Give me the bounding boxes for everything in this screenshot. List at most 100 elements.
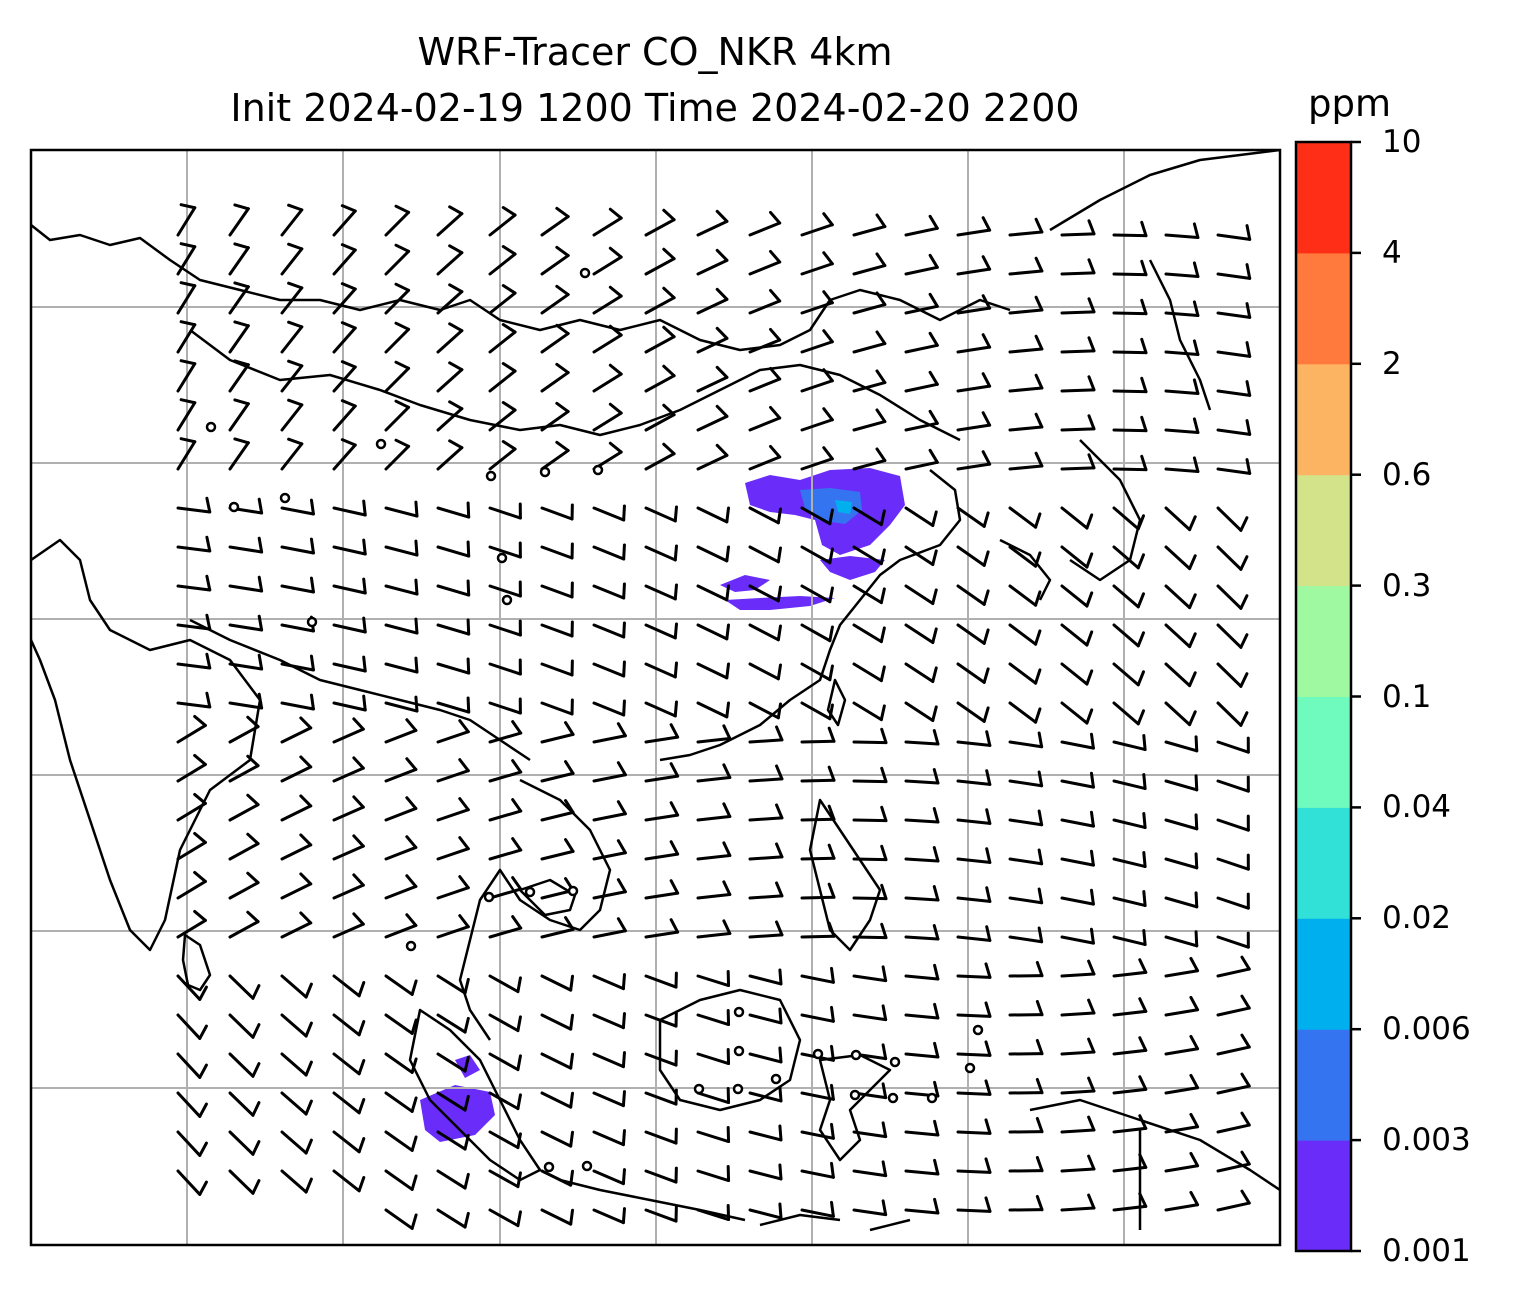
wind-barb-feather	[257, 536, 264, 554]
wind-barb-shaft	[1164, 506, 1192, 532]
wind-barb-shaft	[1216, 662, 1243, 688]
wind-barb-shaft	[956, 423, 992, 432]
wind-barb-shaft	[436, 290, 464, 315]
wind-barb-shaft	[488, 584, 522, 598]
wind-barb-shaft	[644, 374, 676, 393]
wind-barb-feather	[1138, 1075, 1148, 1091]
wind-barb-feather	[1035, 1194, 1044, 1212]
wind-barb-feather	[233, 320, 250, 328]
wind-barb-shaft	[852, 662, 883, 683]
wind-barb-feather	[662, 325, 676, 339]
wind-barb-feather	[463, 1211, 470, 1229]
wind-barb-shaft	[488, 809, 523, 822]
wind-barb-shaft	[1164, 1047, 1200, 1056]
wind-barb-feather	[1090, 849, 1095, 867]
wind-barb-feather	[1239, 711, 1249, 727]
wind-barb-shaft	[280, 804, 313, 822]
wind-barb-shaft	[644, 701, 677, 718]
wind-barb-shaft	[176, 401, 197, 432]
wind-barb-shaft	[748, 299, 782, 315]
wind-barb-shaft	[1112, 1048, 1148, 1056]
wind-barb-shaft	[488, 291, 517, 315]
wind-barb-shaft	[1216, 1201, 1251, 1212]
wind-barb-feather	[1085, 552, 1094, 569]
wind-barb-shaft	[956, 384, 992, 393]
wind-barb-feather	[1090, 888, 1095, 906]
wind-barb-feather	[511, 759, 523, 774]
wind-barb-feather	[1240, 1033, 1251, 1049]
wind-barb-feather	[769, 288, 782, 303]
wind-barb-feather	[340, 438, 357, 447]
wind-barb-feather	[1034, 295, 1044, 312]
wind-barb-feather	[880, 922, 888, 940]
wind-barb-feather	[569, 1208, 575, 1226]
wind-barb-shaft	[800, 506, 832, 526]
wind-barb-shaft	[852, 545, 883, 566]
wind-barb-feather	[830, 966, 835, 984]
wind-barb-shaft	[904, 1169, 940, 1176]
wind-barb-shaft	[696, 336, 729, 354]
wind-barb-shaft	[904, 584, 935, 606]
wind-barb-shaft	[852, 1208, 888, 1217]
wind-barb-shaft	[644, 662, 677, 679]
wind-barb-feather	[662, 208, 676, 222]
wind-barb-shaft	[592, 1013, 625, 1030]
wind-barb-feather	[410, 1057, 418, 1074]
wind-barb-shaft	[696, 701, 729, 719]
wind-barb-shaft	[1008, 347, 1044, 354]
wind-barb-feather	[257, 575, 264, 593]
wind-barb-feather	[879, 509, 886, 527]
wind-barb-shaft	[644, 1091, 678, 1106]
wind-barb-feather	[1240, 994, 1251, 1010]
wind-barb-feather	[458, 914, 470, 929]
wind-barb-shaft	[1008, 623, 1038, 646]
wind-barb-feather	[1189, 1112, 1200, 1129]
wind-barb-shaft	[176, 1130, 202, 1157]
wind-barb-shaft	[1060, 896, 1095, 906]
wind-barb-shaft	[540, 732, 575, 744]
wind-barb-shaft	[280, 882, 313, 900]
wind-barb-shaft	[384, 506, 419, 518]
wind-barb-shaft	[280, 921, 313, 939]
wind-barb-feather	[569, 1130, 575, 1148]
wind-barb-shaft	[904, 460, 939, 471]
wind-barb-shaft	[1112, 467, 1148, 472]
wind-barb-feather	[673, 700, 678, 718]
colorbar-tick-label: 0.6	[1382, 456, 1432, 493]
wind-barb-shaft	[1112, 857, 1147, 869]
wind-barb-shaft	[696, 775, 732, 783]
wind-barb-feather	[257, 497, 264, 515]
wind-barb-feather	[555, 245, 570, 258]
wind-barb-feather	[179, 203, 197, 210]
wind-barb-shaft	[436, 329, 464, 354]
wind-barb-shaft	[332, 1013, 361, 1037]
wind-barb-feather	[251, 1062, 261, 1078]
wind-barb-shaft	[1060, 701, 1089, 725]
wind-barb-feather	[1142, 812, 1147, 830]
wind-barb-feather	[1034, 334, 1044, 351]
wind-barb-feather	[622, 699, 626, 717]
wind-barb-shaft	[228, 701, 264, 710]
wind-barb-feather	[722, 802, 732, 818]
wind-barb-feather	[879, 626, 886, 644]
wind-barb-feather	[352, 834, 365, 848]
wind-barb-shaft	[904, 896, 940, 902]
wind-barb-shaft	[644, 852, 680, 861]
wind-barb-shaft	[228, 285, 250, 315]
wind-barb-feather	[410, 1096, 418, 1113]
wind-barb-feather	[246, 832, 260, 846]
wind-barb-shaft	[176, 879, 207, 900]
wind-barb-shaft	[1112, 428, 1148, 433]
border-north-asia	[31, 224, 1011, 352]
wind-barb-feather	[1034, 256, 1044, 273]
wind-barb-shaft	[332, 883, 365, 900]
wind-barb-feather	[1240, 1111, 1251, 1127]
wind-barb-feather	[1188, 671, 1197, 688]
wind-barb-feather	[1138, 1153, 1148, 1169]
wind-barb-feather	[725, 662, 731, 680]
wind-barb-shaft	[1216, 935, 1250, 949]
wind-barb-shaft	[644, 1130, 678, 1145]
wind-barb-shaft	[852, 857, 888, 862]
wind-barb-feather	[1194, 930, 1199, 948]
